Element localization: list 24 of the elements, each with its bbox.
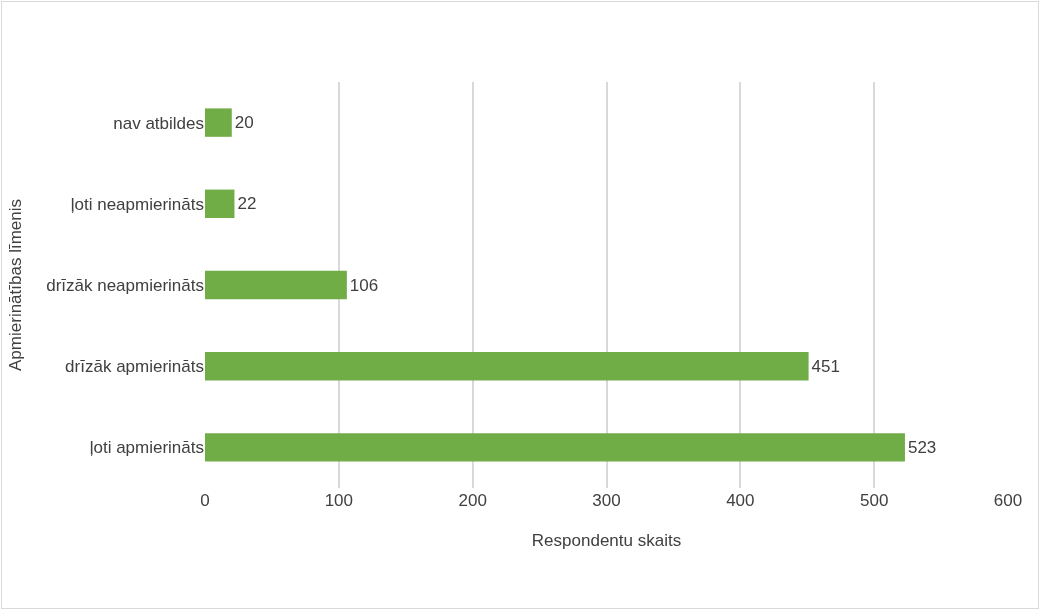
data-label: 106: [349, 275, 379, 295]
x-tick-label: 0: [200, 491, 210, 510]
data-label: 20: [234, 113, 254, 133]
bar: [205, 351, 809, 381]
y-tick-label: ļoti neapmierināts: [70, 194, 204, 214]
x-tick-label: 400: [726, 491, 755, 510]
x-tick-label: 100: [324, 491, 354, 510]
x-tick-label: 200: [458, 491, 487, 510]
data-label: 451: [811, 356, 840, 376]
data-label: 22: [237, 194, 257, 214]
y-tick-label: nav atbildes: [113, 113, 204, 133]
y-tick-label: drīzāk apmierināts: [65, 357, 204, 377]
x-tick-label: 300: [592, 491, 621, 510]
bar: [205, 189, 235, 219]
bar: [205, 433, 905, 462]
data-label: 523: [907, 437, 937, 457]
x-tick-label: 500: [859, 491, 889, 510]
y-tick-label: drīzāk neapmierināts: [46, 275, 204, 295]
bar: [205, 108, 232, 137]
y-tick-label: ļoti apmierināts: [89, 438, 204, 458]
x-axis-title: Respondentu skaits: [531, 531, 682, 551]
x-tick-label: 600: [993, 491, 1023, 510]
y-axis-title: Apmierinātības līmenis: [5, 199, 25, 371]
bar: [205, 270, 347, 300]
